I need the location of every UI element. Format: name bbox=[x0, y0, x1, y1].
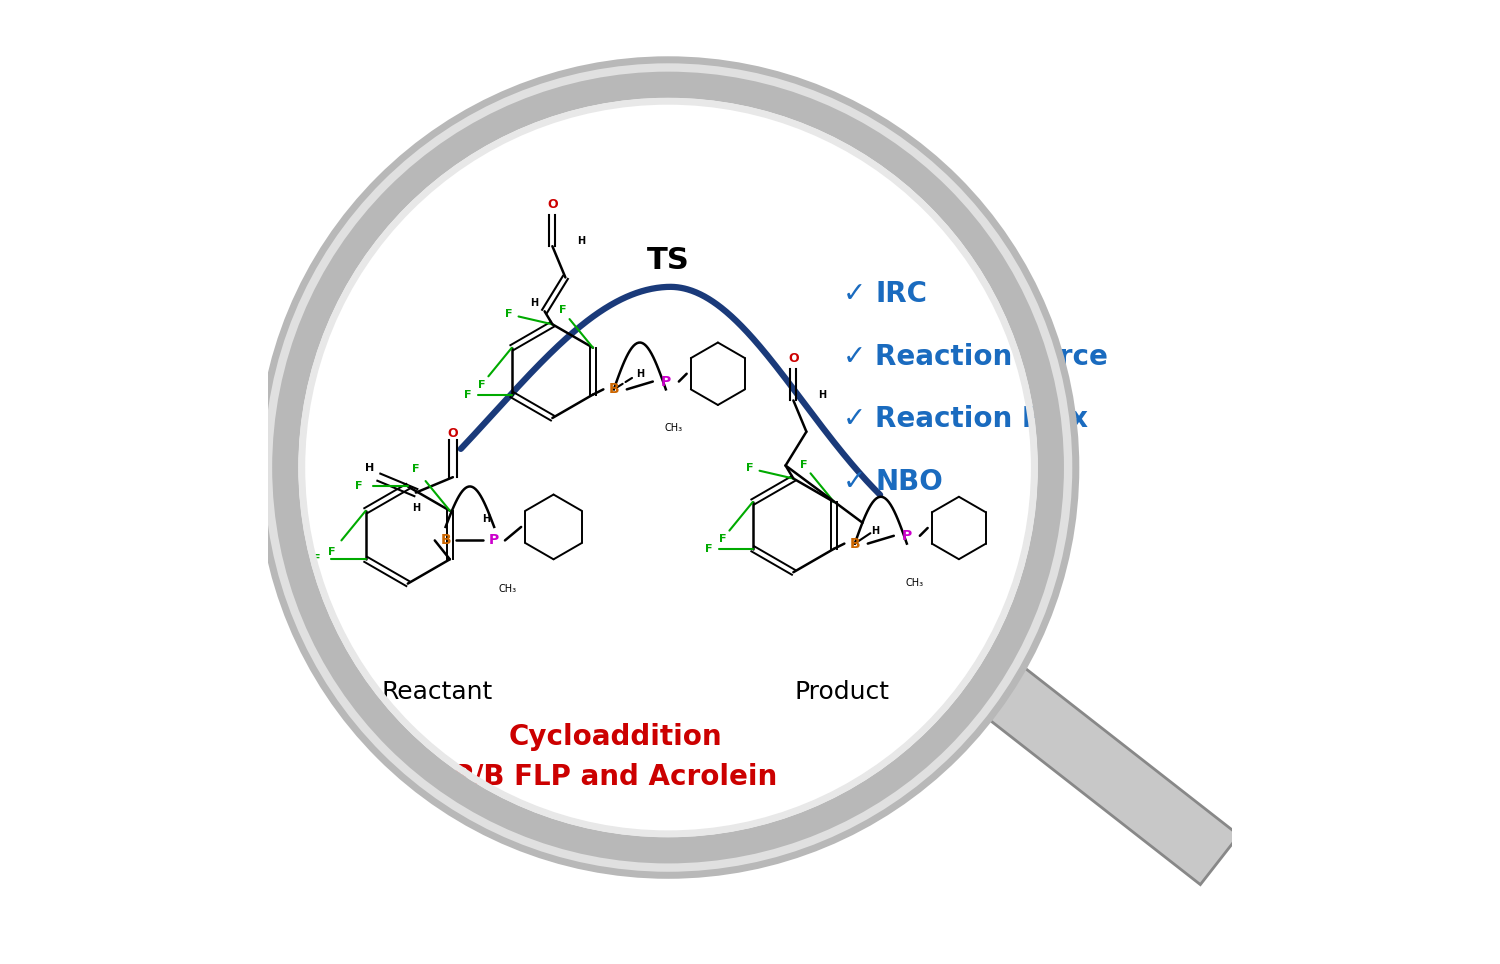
Text: O: O bbox=[447, 427, 458, 441]
Text: H: H bbox=[871, 525, 879, 536]
Text: P: P bbox=[902, 529, 912, 543]
Text: CH₃: CH₃ bbox=[664, 423, 682, 434]
Text: Reaction Flux: Reaction Flux bbox=[876, 405, 1089, 434]
Text: F: F bbox=[800, 460, 807, 469]
Circle shape bbox=[296, 94, 1041, 841]
Text: P/B FLP and Acrolein: P/B FLP and Acrolein bbox=[453, 762, 777, 790]
Text: B: B bbox=[849, 537, 859, 550]
Text: F: F bbox=[314, 554, 321, 564]
Text: H: H bbox=[364, 463, 374, 473]
Text: F: F bbox=[705, 544, 712, 553]
Text: F: F bbox=[746, 464, 753, 473]
Text: Cycloaddition: Cycloaddition bbox=[509, 723, 722, 752]
Text: F: F bbox=[328, 548, 336, 557]
Text: O: O bbox=[548, 198, 558, 211]
Text: TS: TS bbox=[646, 246, 690, 275]
Circle shape bbox=[278, 77, 1059, 858]
Text: Reaction Force: Reaction Force bbox=[876, 342, 1108, 371]
Text: ✓: ✓ bbox=[843, 468, 866, 496]
Text: H: H bbox=[413, 503, 420, 513]
Text: Reactant: Reactant bbox=[381, 680, 492, 704]
Text: F: F bbox=[718, 534, 726, 544]
Text: B: B bbox=[609, 383, 619, 396]
Text: ✓: ✓ bbox=[843, 342, 866, 371]
Text: IRC: IRC bbox=[876, 280, 927, 308]
Text: NBO: NBO bbox=[876, 468, 944, 496]
Text: Product: Product bbox=[794, 680, 889, 704]
Polygon shape bbox=[957, 645, 1239, 885]
Text: ✓: ✓ bbox=[843, 280, 866, 308]
Text: ✓: ✓ bbox=[843, 405, 866, 434]
Text: P: P bbox=[489, 533, 500, 548]
Text: H: H bbox=[818, 390, 827, 400]
Text: CH₃: CH₃ bbox=[906, 577, 924, 588]
Text: P: P bbox=[660, 375, 670, 388]
Text: F: F bbox=[504, 309, 512, 319]
Text: H: H bbox=[578, 236, 585, 246]
Text: F: F bbox=[413, 464, 420, 474]
Text: F: F bbox=[464, 389, 471, 399]
Text: H: H bbox=[530, 299, 538, 308]
Text: F: F bbox=[356, 481, 363, 492]
Text: O: O bbox=[788, 352, 798, 365]
Text: F: F bbox=[560, 306, 567, 315]
Text: CH₃: CH₃ bbox=[498, 584, 516, 594]
Text: H: H bbox=[482, 514, 490, 523]
Text: F: F bbox=[477, 380, 484, 389]
Text: B: B bbox=[441, 533, 452, 548]
Text: H: H bbox=[636, 369, 644, 379]
